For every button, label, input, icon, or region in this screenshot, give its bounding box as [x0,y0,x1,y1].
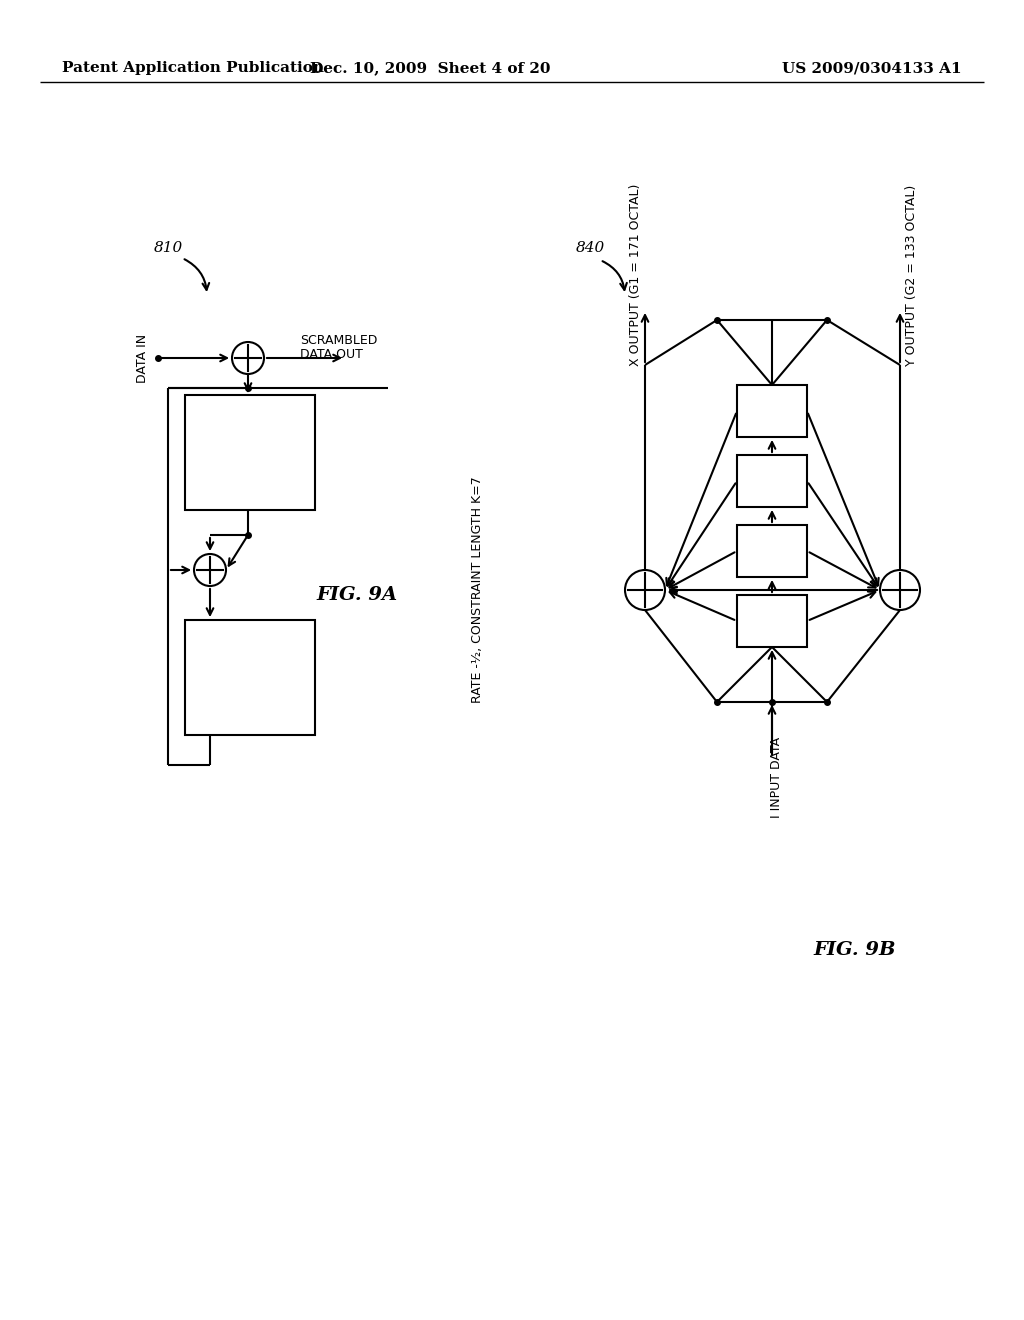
Text: US 2009/0304133 A1: US 2009/0304133 A1 [782,61,962,75]
Text: $X^4$  $X^3$  $X^2$  $X^1$: $X^4$ $X^3$ $X^2$ $X^1$ [198,444,303,462]
Text: Y OUTPUT (G2 = 133 OCTAL): Y OUTPUT (G2 = 133 OCTAL) [905,185,919,366]
Text: FIG. 9B: FIG. 9B [814,941,896,960]
Text: DATA OUT: DATA OUT [300,348,362,362]
Text: Dec. 10, 2009  Sheet 4 of 20: Dec. 10, 2009 Sheet 4 of 20 [309,61,550,75]
Text: $X^7$  $X^6$  $X^5$: $X^7$ $X^6$ $X^5$ [212,668,289,686]
Bar [185,620,315,735]
Text: FIG. 9A: FIG. 9A [316,586,397,605]
Bar [737,595,807,647]
Circle shape [880,570,920,610]
Text: 840: 840 [575,242,604,255]
Bar [185,395,315,510]
Circle shape [232,342,264,374]
Bar [737,455,807,507]
Text: 810: 810 [154,242,182,255]
Text: SCRAMBLED: SCRAMBLED [300,334,378,346]
Text: I INPUT DATA: I INPUT DATA [770,737,783,817]
Text: DATA IN: DATA IN [135,334,148,383]
Text: RATE -½, CONSTRAINT LENGTH K=7: RATE -½, CONSTRAINT LENGTH K=7 [471,477,484,704]
Bar [737,385,807,437]
Text: Patent Application Publication: Patent Application Publication [62,61,324,75]
Circle shape [625,570,665,610]
Text: X OUTPUT (G1 = 171 OCTAL): X OUTPUT (G1 = 171 OCTAL) [629,183,641,366]
Bar [737,525,807,577]
Circle shape [194,554,226,586]
